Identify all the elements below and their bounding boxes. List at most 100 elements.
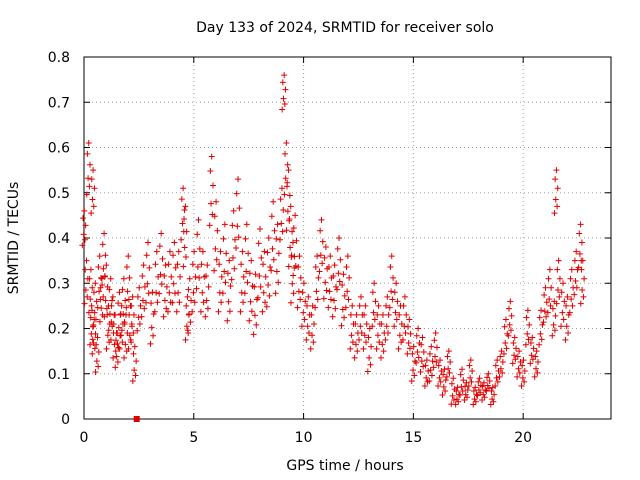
data-point: [91, 345, 98, 352]
data-point: [469, 368, 476, 375]
data-point: [132, 372, 139, 379]
data-point: [332, 305, 339, 312]
data-point: [472, 398, 479, 405]
data-point: [427, 367, 434, 374]
data-point: [413, 332, 420, 339]
data-point: [190, 289, 197, 296]
data-point: [560, 280, 567, 287]
data-point: [539, 321, 546, 328]
data-point: [534, 369, 541, 376]
data-point: [124, 288, 131, 295]
data-point: [514, 373, 521, 380]
data-point: [471, 396, 478, 403]
data-point: [314, 296, 321, 303]
data-point: [468, 378, 475, 385]
data-point: [255, 294, 262, 301]
data-point: [564, 293, 571, 300]
data-point: [154, 299, 161, 306]
data-point: [185, 286, 192, 293]
data-point: [219, 290, 226, 297]
data-point: [181, 215, 188, 222]
data-point: [126, 332, 133, 339]
data-point: [266, 292, 273, 299]
data-point: [224, 317, 231, 324]
data-point: [374, 332, 381, 339]
data-point: [242, 235, 249, 242]
data-point: [93, 358, 100, 365]
data-point: [303, 336, 310, 343]
y-tick-label: 0.5: [48, 186, 70, 202]
data-point: [192, 273, 199, 280]
data-point: [246, 317, 253, 324]
data-point: [93, 298, 100, 305]
data-point: [505, 332, 512, 339]
data-point: [413, 359, 420, 366]
data-point: [446, 369, 453, 376]
data-point: [119, 339, 126, 346]
data-point: [285, 263, 292, 270]
data-point: [500, 350, 507, 357]
data-point: [96, 318, 103, 325]
data-point: [173, 308, 180, 315]
data-point: [146, 264, 153, 271]
data-point: [196, 245, 203, 252]
data-point: [205, 283, 212, 290]
data-point: [95, 349, 102, 356]
data-point: [353, 311, 360, 318]
data-point: [139, 273, 146, 280]
data-point: [143, 252, 150, 259]
data-point: [284, 179, 291, 186]
data-point: [376, 339, 383, 346]
data-point: [83, 257, 90, 264]
data-point: [358, 293, 365, 300]
data-point: [465, 382, 472, 389]
data-point: [305, 330, 312, 337]
data-point: [515, 365, 522, 372]
data-point: [203, 297, 210, 304]
data-point: [501, 323, 508, 330]
x-tick-label: 15: [404, 430, 422, 446]
data-point: [536, 341, 543, 348]
data-point: [196, 274, 203, 281]
data-point: [407, 330, 414, 337]
data-point: [243, 268, 250, 275]
data-point: [273, 268, 280, 275]
data-point: [317, 252, 324, 259]
data-point: [168, 273, 175, 280]
data-point: [492, 362, 499, 369]
data-point: [509, 360, 516, 367]
data-point: [421, 382, 428, 389]
data-point: [221, 268, 228, 275]
data-point: [295, 263, 302, 270]
data-point: [220, 235, 227, 242]
data-point: [179, 220, 186, 227]
data-point: [85, 175, 92, 182]
data-point: [517, 358, 524, 365]
data-point: [484, 374, 491, 381]
data-point: [231, 236, 238, 243]
data-point: [313, 288, 320, 295]
data-point: [526, 321, 533, 328]
data-point: [571, 257, 578, 264]
data-point: [145, 290, 152, 297]
data-point: [550, 321, 557, 328]
data-point: [488, 387, 495, 394]
data-point: [573, 248, 580, 255]
data-point: [270, 198, 277, 205]
data-point: [186, 311, 193, 318]
data-point: [336, 235, 343, 241]
data-point: [171, 239, 178, 246]
data-point: [540, 319, 547, 326]
data-point: [126, 274, 133, 281]
data-point: [182, 203, 189, 210]
data-point: [274, 221, 281, 228]
data-point: [410, 343, 417, 350]
data-point: [137, 302, 144, 309]
data-point: [86, 183, 93, 190]
data-point: [521, 378, 528, 385]
data-point: [327, 296, 334, 303]
data-point: [311, 320, 318, 327]
data-point: [533, 348, 540, 355]
data-point: [347, 311, 354, 318]
data-point: [86, 275, 93, 282]
